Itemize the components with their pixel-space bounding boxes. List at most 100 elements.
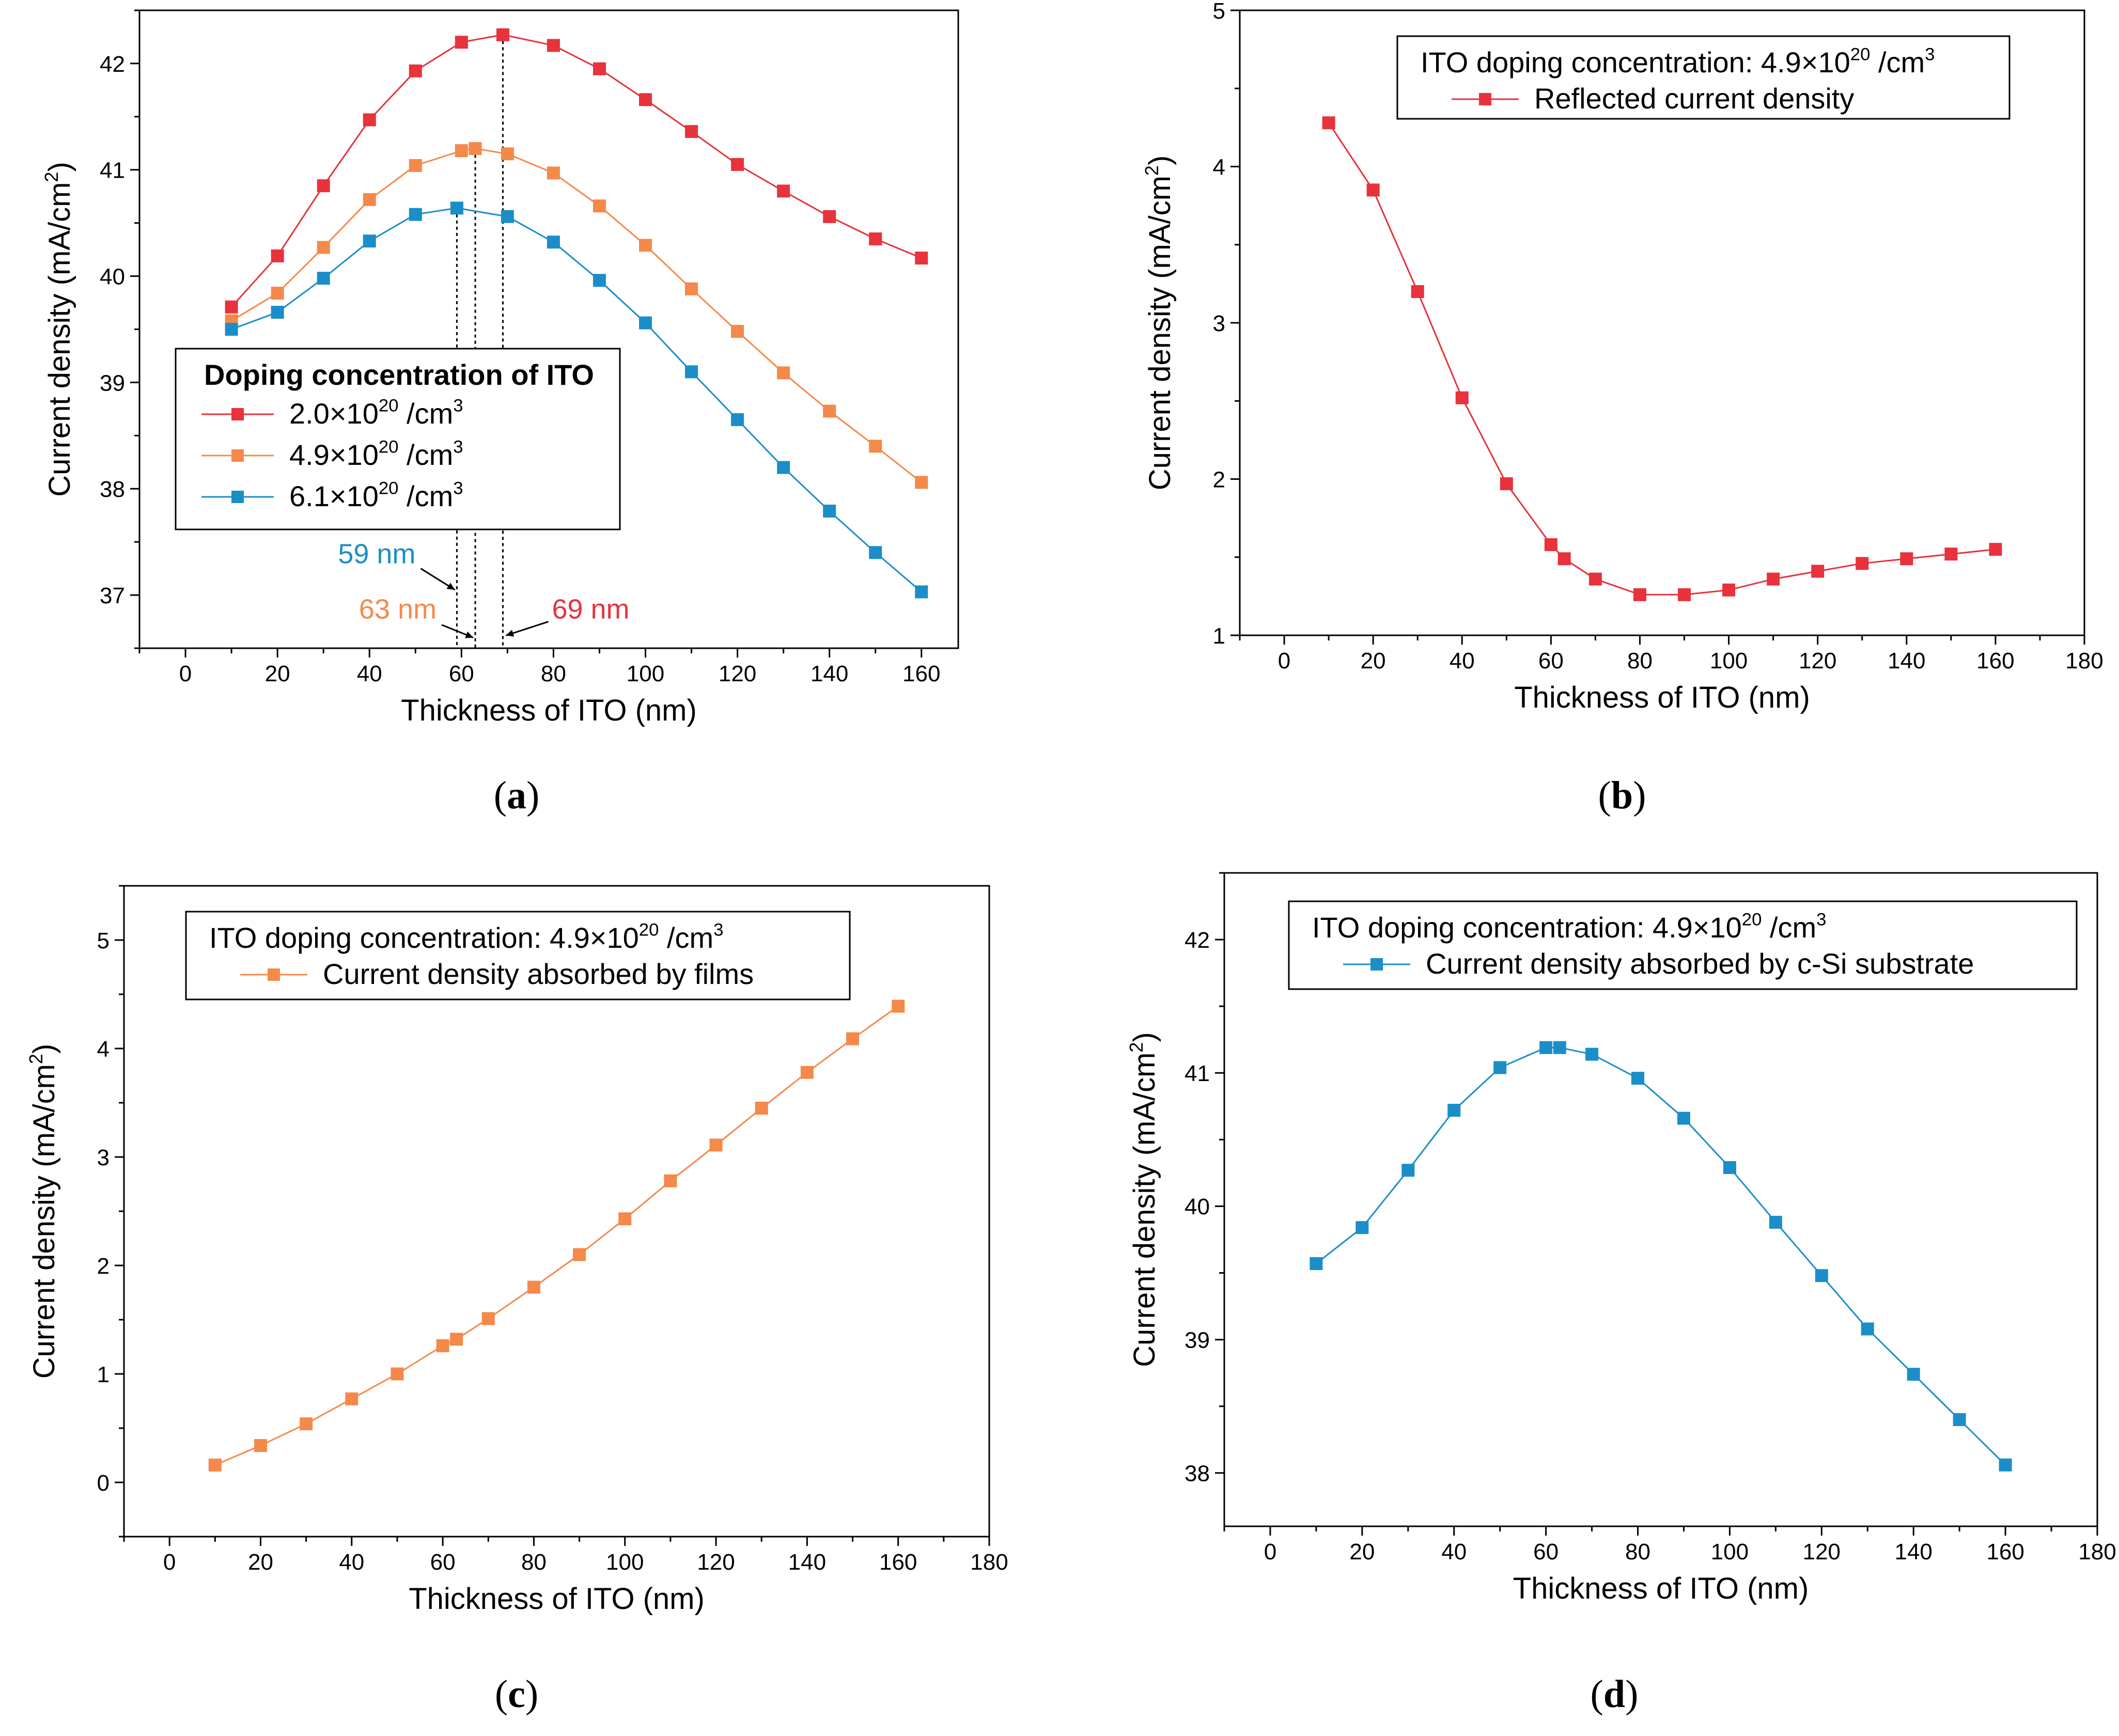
x-tick-label: 140 bbox=[811, 661, 848, 686]
legend-title-unit-exponent: 3 bbox=[1925, 44, 1935, 64]
y-tick-label: 39 bbox=[1185, 1327, 1210, 1353]
x-tick-label: 60 bbox=[449, 661, 474, 686]
data-point bbox=[1722, 583, 1736, 597]
legend-entry: 6.1×1020 /cm3 bbox=[289, 478, 463, 512]
caption-letter: b bbox=[1611, 774, 1633, 817]
data-point bbox=[618, 1212, 632, 1226]
data-point bbox=[469, 142, 482, 155]
data-point bbox=[593, 274, 606, 287]
legend-title: ITO doping concentration: 4.9×1020 /cm3 bbox=[1421, 44, 1935, 79]
x-tick-label: 100 bbox=[606, 1550, 644, 1575]
data-point bbox=[450, 201, 463, 215]
x-axis-label: Thickness of ITO (nm) bbox=[1514, 681, 1810, 714]
legend-entry: Reflected current density bbox=[1534, 82, 1854, 115]
caption-open-paren: ( bbox=[1591, 1672, 1603, 1716]
data-point bbox=[1310, 1257, 1323, 1270]
series-line bbox=[1315, 1046, 2006, 1466]
data-point bbox=[869, 546, 882, 559]
y-tick-label: 38 bbox=[100, 477, 125, 502]
legend-entry-exponent: 20 bbox=[379, 437, 399, 457]
x-tick-label: 40 bbox=[339, 1550, 364, 1575]
chart-panel-a: 0 20 40 60 80 100 120 140 160 37 38 39 40 41 42 Thickne… bbox=[41, 9, 959, 817]
panel-caption: (a) bbox=[494, 774, 540, 817]
data-point bbox=[1631, 1072, 1645, 1085]
x-tick-label: 160 bbox=[902, 661, 940, 686]
legend-title-unit-exponent: 3 bbox=[1816, 910, 1826, 929]
y-tick-label: 2 bbox=[1213, 467, 1225, 492]
y-axis-label-close: ) bbox=[27, 1044, 61, 1054]
data-point bbox=[501, 147, 514, 161]
data-point bbox=[685, 365, 698, 379]
data-point bbox=[709, 1138, 723, 1152]
x-tick-label: 40 bbox=[1441, 1539, 1467, 1565]
data-point bbox=[547, 39, 560, 52]
series-line bbox=[214, 1005, 899, 1466]
data-point bbox=[1999, 1458, 2012, 1472]
data-point bbox=[501, 210, 514, 223]
y-axis-label-close: ) bbox=[1143, 155, 1177, 165]
data-point bbox=[869, 440, 882, 453]
legend-entry-base: 2.0×10 bbox=[289, 397, 379, 430]
x-axis-label: Thickness of ITO (nm) bbox=[409, 1582, 705, 1616]
legend-marker bbox=[231, 449, 244, 462]
x-tick-label: 120 bbox=[1803, 1539, 1841, 1565]
data-point bbox=[1557, 552, 1571, 566]
peak-arrow-head bbox=[506, 630, 515, 637]
y-tick-label: 1 bbox=[97, 1362, 110, 1387]
x-tick-label: 80 bbox=[1625, 1539, 1650, 1565]
legend-entry-unit-exponent: 3 bbox=[453, 396, 463, 415]
legend-title-base: ITO doping concentration: 4.9×10 bbox=[1421, 46, 1850, 79]
data-point bbox=[317, 241, 330, 254]
data-point bbox=[593, 62, 606, 75]
data-point bbox=[208, 1458, 222, 1472]
data-point bbox=[225, 300, 238, 314]
y-tick-label: 40 bbox=[1185, 1194, 1210, 1219]
data-point bbox=[363, 113, 376, 127]
data-point bbox=[915, 252, 928, 265]
legend-title-unit: /cm bbox=[1762, 911, 1816, 944]
data-point bbox=[1861, 1322, 1874, 1336]
data-point bbox=[685, 282, 698, 295]
data-point bbox=[1944, 548, 1958, 561]
data-point bbox=[915, 476, 928, 489]
legend-entry-base: 6.1×10 bbox=[289, 480, 379, 512]
legend-entry-unit: /cm bbox=[398, 397, 453, 430]
peak-arrow-head bbox=[446, 583, 455, 590]
data-point bbox=[409, 208, 422, 221]
legend-title: Doping concentration of ITO bbox=[204, 358, 594, 391]
y-axis-label-superscript: 2 bbox=[25, 1054, 46, 1064]
peak-label: 59 nm bbox=[338, 538, 415, 569]
panel-caption: (c) bbox=[495, 1672, 538, 1716]
peak-arrow-head bbox=[465, 631, 474, 638]
legend-marker bbox=[268, 968, 280, 981]
data-point bbox=[593, 199, 606, 213]
series-0 bbox=[1310, 1041, 2012, 1472]
y-tick-label: 38 bbox=[1185, 1461, 1210, 1487]
data-point bbox=[1544, 538, 1557, 552]
y-tick-label: 3 bbox=[97, 1145, 110, 1170]
data-point bbox=[481, 1312, 495, 1325]
legend-title-base: ITO doping concentration: 4.9×10 bbox=[1312, 911, 1742, 944]
data-point bbox=[527, 1280, 540, 1294]
legend-entry-base: 4.9×10 bbox=[289, 439, 379, 471]
x-tick-label: 40 bbox=[357, 661, 382, 686]
legend-title: ITO doping concentration: 4.9×1020 /cm3 bbox=[1312, 910, 1826, 944]
y-tick-label: 42 bbox=[1185, 928, 1210, 953]
data-point bbox=[1723, 1161, 1736, 1175]
legend-box bbox=[1396, 35, 2011, 120]
data-point bbox=[823, 210, 836, 223]
legend-title-exponent: 20 bbox=[1742, 910, 1762, 929]
legend-box bbox=[185, 911, 851, 1000]
legend-entry: Current density absorbed by films bbox=[323, 958, 754, 990]
data-point bbox=[638, 316, 652, 330]
data-point bbox=[1411, 285, 1424, 298]
y-axis-label-superscript: 2 bbox=[41, 172, 62, 182]
data-point bbox=[638, 239, 652, 252]
x-tick-label: 160 bbox=[1976, 648, 2014, 674]
x-tick-label: 80 bbox=[1627, 648, 1653, 674]
data-point bbox=[846, 1032, 860, 1045]
x-tick-label: 140 bbox=[1888, 648, 1925, 674]
x-tick-label: 180 bbox=[970, 1550, 1008, 1575]
caption-open-paren: ( bbox=[495, 1672, 508, 1716]
